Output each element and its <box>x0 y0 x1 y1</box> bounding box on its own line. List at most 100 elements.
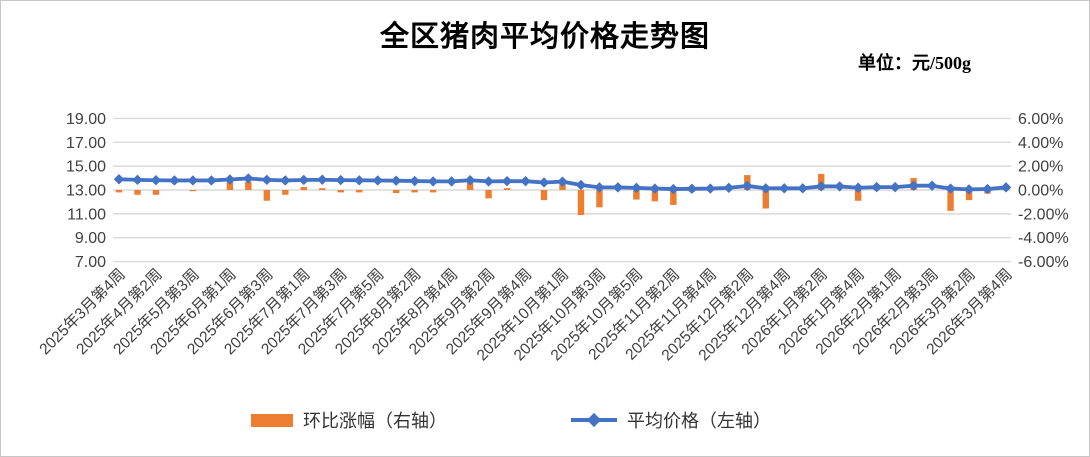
diamond-marker-icon <box>1000 182 1012 193</box>
diamond-marker-icon <box>132 174 143 186</box>
diamond-marker-icon <box>317 174 328 185</box>
diamond-marker-icon <box>538 177 550 188</box>
bar-环比涨幅 <box>263 190 271 201</box>
diamond-marker-icon <box>446 176 457 187</box>
bar-环比涨幅 <box>651 190 659 202</box>
bar-环比涨幅 <box>189 190 197 192</box>
diamond-marker-icon <box>464 175 476 186</box>
bar-环比涨幅 <box>633 190 640 200</box>
diamond-marker-icon <box>871 181 882 193</box>
diamond-marker-icon <box>575 179 587 191</box>
bar-series-swatch <box>251 413 293 427</box>
legend-item-bar: 环比涨幅（右轴） <box>251 407 447 433</box>
diamond-marker-icon <box>206 175 217 186</box>
bar-环比涨幅 <box>152 190 160 195</box>
bar-环比涨幅 <box>392 190 400 193</box>
y-axis-tick-right: -4.00% <box>1018 230 1069 247</box>
bar-环比涨幅 <box>466 181 474 190</box>
diamond-marker-icon <box>945 183 956 194</box>
bar-环比涨幅 <box>282 190 289 195</box>
diamond-marker-icon <box>520 175 531 187</box>
bar-环比涨幅 <box>670 190 677 205</box>
diamond-marker-icon <box>649 183 661 194</box>
diamond-marker-icon <box>779 183 790 194</box>
y-axis-tick-left: 17.00 <box>66 135 106 152</box>
diamond-marker-icon <box>298 174 309 186</box>
unit-label: 单位：元/500g <box>857 53 971 73</box>
bar-环比涨幅 <box>411 190 418 193</box>
line-series-swatch <box>571 412 617 428</box>
diamond-marker-icon <box>224 174 236 185</box>
bar-环比涨幅 <box>337 190 344 193</box>
bar-环比涨幅 <box>854 190 862 201</box>
diamond-marker-icon <box>834 181 845 192</box>
diamond-marker-icon <box>723 182 735 194</box>
diamond-marker-icon <box>390 175 402 186</box>
y-axis-tick-right: -6.00% <box>1018 254 1069 271</box>
diamond-marker-icon <box>612 182 624 193</box>
diamond-marker-icon <box>816 181 827 192</box>
y-axis-tick-right: 2.00% <box>1018 159 1063 176</box>
diamond-marker-icon <box>586 412 602 428</box>
bar-环比涨幅 <box>540 190 548 201</box>
bar-环比涨幅 <box>115 190 123 193</box>
chart-title: 全区猪肉平均价格走势图 <box>379 21 710 53</box>
legend-item-line: 平均价格（左轴） <box>571 407 771 433</box>
diamond-marker-icon <box>113 174 125 185</box>
diamond-marker-icon <box>668 183 679 195</box>
y-axis-tick-left: 13.00 <box>66 183 106 200</box>
bar-环比涨幅 <box>947 190 954 211</box>
diamond-marker-icon <box>169 175 180 186</box>
y-axis-tick-right: -2.00% <box>1018 206 1069 223</box>
y-axis-tick-left: 9.00 <box>75 230 106 247</box>
y-axis-tick-left: 7.00 <box>75 254 106 271</box>
bar-环比涨幅 <box>226 180 234 190</box>
diamond-marker-icon <box>150 175 162 186</box>
legend-bar-label: 环比涨幅（右轴） <box>303 411 447 431</box>
diamond-marker-icon <box>354 175 365 186</box>
bar-环比涨幅 <box>577 190 585 216</box>
diamond-marker-icon <box>427 176 439 187</box>
bar-环比涨幅 <box>429 190 437 193</box>
diamond-marker-icon <box>760 183 771 194</box>
diamond-marker-icon <box>261 174 273 186</box>
y-axis-tick-right: 4.00% <box>1018 135 1063 152</box>
bar-环比涨幅 <box>134 190 141 195</box>
bar-环比涨幅 <box>596 190 603 208</box>
bar-环比涨幅 <box>245 181 252 190</box>
bar-环比涨幅 <box>762 190 769 209</box>
diamond-marker-icon <box>409 175 420 187</box>
diamond-marker-icon <box>908 180 919 191</box>
diamond-marker-icon <box>280 175 291 186</box>
diamond-marker-icon <box>631 182 642 194</box>
y-axis-tick-left: 11.00 <box>67 206 106 223</box>
bar-环比涨幅 <box>319 188 326 190</box>
legend-line-label: 平均价格（左轴） <box>627 411 771 431</box>
diamond-marker-icon <box>501 175 513 187</box>
y-axis-tick-right: 0.00% <box>1018 183 1063 200</box>
y-axis-tick-left: 19.00 <box>66 111 106 128</box>
legend: 环比涨幅（右轴） 平均价格（左轴） <box>251 405 771 435</box>
diamond-marker-icon <box>926 180 938 191</box>
diamond-marker-icon <box>742 180 753 192</box>
bar-环比涨幅 <box>300 187 307 190</box>
diamond-marker-icon <box>705 183 716 194</box>
diamond-marker-icon <box>483 176 494 187</box>
diamond-marker-icon <box>982 183 993 195</box>
bar-环比涨幅 <box>503 188 511 190</box>
diamond-marker-icon <box>963 184 975 195</box>
diamond-marker-icon <box>889 181 901 193</box>
bar-环比涨幅 <box>965 190 973 201</box>
diamond-marker-icon <box>372 175 383 186</box>
y-axis-tick-right: 6.00% <box>1018 111 1063 128</box>
diamond-marker-icon <box>852 182 864 193</box>
diamond-marker-icon <box>243 173 254 184</box>
diamond-marker-icon <box>797 183 808 194</box>
bar-环比涨幅 <box>356 190 363 193</box>
y-axis-tick-left: 15.00 <box>66 159 106 176</box>
diamond-marker-icon <box>594 182 605 193</box>
diamond-marker-icon <box>335 174 346 186</box>
diamond-marker-icon <box>686 183 698 195</box>
